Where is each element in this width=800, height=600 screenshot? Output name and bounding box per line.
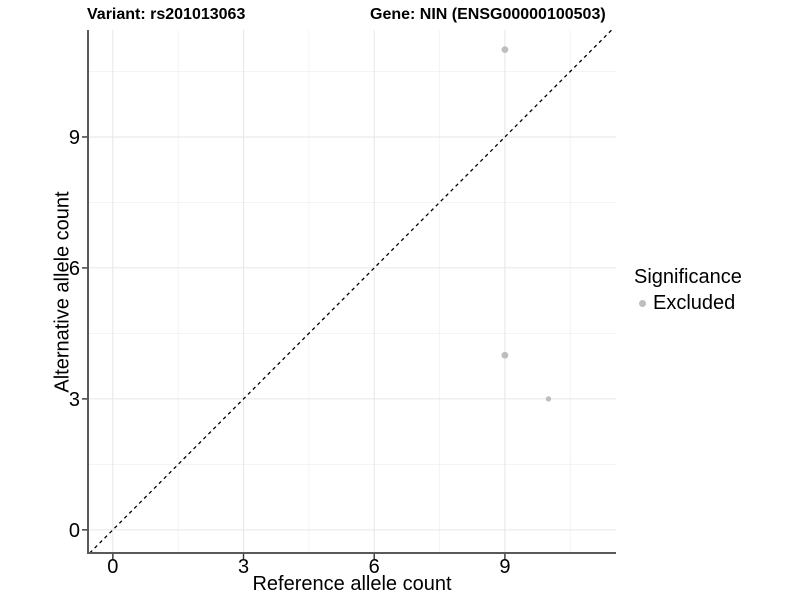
y-axis-label: Alternative allele count (51, 191, 74, 393)
data-point (501, 46, 509, 54)
y-tick-label: 0 (69, 520, 80, 542)
data-point (545, 396, 552, 402)
x-tick-label: 3 (238, 556, 249, 578)
data-point (501, 351, 509, 359)
gene-title: Gene: NIN (ENSG00000100503) (370, 6, 606, 23)
x-tick-label: 9 (499, 556, 510, 578)
x-tick-label: 6 (369, 556, 380, 578)
legend-item-excluded: Excluded (634, 292, 742, 315)
legend: Significance Excluded (634, 266, 742, 315)
x-tick-label: 0 (107, 556, 118, 578)
legend-key (634, 295, 651, 312)
x-axis-label: Reference allele count (252, 573, 452, 595)
legend-title: Significance (634, 266, 742, 288)
excluded-point-icon (639, 300, 646, 307)
legend-item-label: Excluded (653, 292, 736, 314)
y-tick-label: 6 (69, 258, 80, 280)
identity-line (89, 29, 613, 554)
y-tick-label: 3 (69, 389, 80, 411)
variant-title: Variant: rs201013063 (87, 6, 246, 23)
y-tick-label: 9 (69, 127, 80, 149)
